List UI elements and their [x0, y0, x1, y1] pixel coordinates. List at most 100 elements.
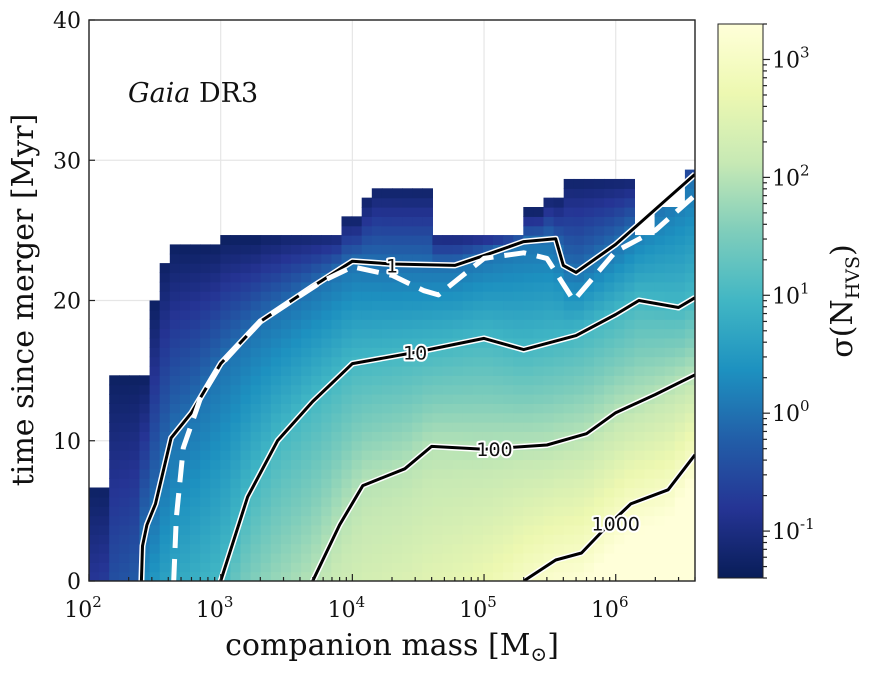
heatmap-cell: [452, 244, 464, 255]
heatmap-cell: [220, 319, 231, 330]
heatmap-cell: [129, 562, 141, 573]
heatmap-cell: [291, 450, 302, 461]
heatmap-cell: [119, 403, 130, 414]
heatmap-cell: [482, 506, 494, 517]
heatmap-cell: [422, 412, 433, 423]
heatmap-cell: [230, 337, 242, 348]
heatmap-cell: [381, 431, 393, 442]
heatmap-cell: [573, 562, 585, 573]
heatmap-cell: [614, 478, 625, 489]
heatmap-cell: [260, 450, 272, 461]
heatmap-cell: [149, 543, 161, 554]
contour-line-10: [219, 296, 695, 581]
heatmap-cell: [644, 244, 656, 255]
heatmap-cell: [200, 534, 211, 545]
heatmap-cell: [442, 459, 454, 470]
heatmap-cell: [179, 422, 191, 432]
heatmap-cell: [604, 524, 615, 535]
heatmap-cell: [604, 356, 615, 367]
heatmap-cell: [583, 487, 595, 498]
heatmap-cell: [200, 403, 211, 414]
heatmap-cell: [381, 309, 393, 320]
heatmap-cell: [644, 272, 656, 283]
heatmap-cell: [583, 272, 595, 283]
colorbar-bar: [717, 23, 764, 579]
heatmap-cell: [503, 300, 514, 311]
heatmap-cell: [684, 384, 695, 395]
heatmap-cell: [291, 337, 302, 348]
heatmap-cell: [341, 440, 353, 451]
heatmap-cell: [432, 571, 444, 581]
heatmap-cell: [301, 506, 312, 517]
heatmap-cell: [89, 534, 100, 545]
heatmap-cell: [493, 487, 504, 498]
heatmap-cell: [260, 281, 272, 292]
heatmap-cell: [594, 534, 605, 545]
x-axis-ticks: 102 103 104 105 106: [64, 574, 696, 623]
heatmap-cell: [573, 375, 585, 386]
heatmap-cell: [159, 347, 171, 358]
heatmap-cell: [432, 543, 444, 554]
heatmap-cell: [149, 552, 161, 563]
heatmap-cell: [493, 431, 504, 442]
heatmap-cell: [200, 356, 211, 367]
heatmap-cell: [301, 552, 312, 563]
heatmap-cell: [200, 347, 211, 358]
heatmap-cell: [250, 300, 262, 311]
heatmap-cell: [684, 543, 695, 554]
heatmap-cell: [371, 384, 383, 395]
heatmap-cell: [341, 225, 353, 236]
heatmap-cell: [240, 356, 252, 367]
heatmap-cell: [553, 347, 565, 358]
heatmap-cell: [311, 253, 322, 264]
heatmap-cell: [594, 552, 605, 563]
heatmap-cell: [311, 403, 322, 414]
heatmap-cell: [583, 384, 595, 395]
y-axis-label: time since merger [Myr]: [6, 114, 41, 487]
heatmap-cell: [493, 347, 504, 358]
heatmap-cell: [89, 506, 100, 517]
heatmap-cell: [119, 487, 130, 498]
heatmap-cell: [149, 515, 161, 526]
heatmap-cell: [331, 384, 343, 395]
heatmap-cell: [250, 459, 262, 470]
heatmap-cell: [412, 431, 423, 442]
heatmap-cell: [664, 263, 676, 274]
heatmap-cell: [442, 235, 454, 245]
heatmap-cell: [432, 375, 444, 386]
heatmap-cell: [129, 524, 141, 535]
heatmap-cell: [644, 253, 656, 264]
heatmap-cell: [291, 403, 302, 414]
contour-line-1: [139, 173, 695, 581]
heatmap-cell: [361, 319, 373, 330]
heatmap-cell: [159, 272, 171, 283]
heatmap-cell: [543, 487, 555, 498]
heatmap-cell: [684, 440, 695, 451]
heatmap-cell: [644, 412, 656, 423]
heatmap-cell: [220, 300, 231, 311]
heatmap-cell: [594, 496, 605, 507]
heatmap-cell: [493, 552, 504, 563]
heatmap-cell: [270, 356, 282, 367]
heatmap-cell: [301, 496, 312, 507]
heatmap-cell: [402, 337, 413, 348]
heatmap-cell: [503, 506, 514, 517]
heatmap-cell: [159, 552, 171, 563]
heatmap-cell: [462, 534, 474, 545]
heatmap-cell: [654, 337, 666, 348]
heatmap-cell: [371, 272, 383, 283]
heatmap-cell: [523, 281, 534, 292]
heatmap-cell: [341, 309, 353, 320]
heatmap-cell: [392, 450, 403, 461]
heatmap-cell: [583, 207, 595, 217]
heatmap-cell: [442, 384, 454, 395]
heatmap-cell: [109, 375, 120, 386]
heatmap-cell: [149, 412, 161, 423]
heatmap-cell: [583, 440, 595, 451]
heatmap-cell: [331, 459, 343, 470]
heatmap-cell: [462, 347, 474, 358]
heatmap-cell: [684, 468, 695, 479]
heatmap-cell: [573, 356, 585, 367]
heatmap-cell: [543, 291, 555, 302]
heatmap-cell: [674, 365, 686, 376]
